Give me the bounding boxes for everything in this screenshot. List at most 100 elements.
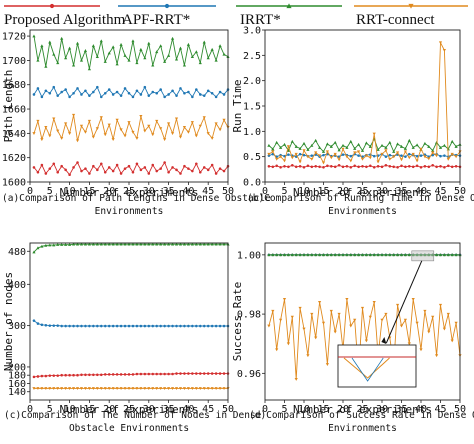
data-point xyxy=(123,387,127,391)
x-tick-label: 40 xyxy=(182,186,194,197)
data-point xyxy=(64,122,68,126)
data-point xyxy=(36,322,40,325)
data-point xyxy=(187,324,190,328)
data-point xyxy=(298,146,302,150)
data-point xyxy=(376,147,380,151)
data-point xyxy=(407,342,411,346)
data-point xyxy=(151,133,155,137)
data-point xyxy=(48,134,52,138)
data-point xyxy=(329,156,333,160)
data-point xyxy=(368,144,372,148)
data-point xyxy=(388,157,392,161)
data-point xyxy=(415,143,419,147)
data-point xyxy=(376,253,380,257)
data-point xyxy=(403,146,407,150)
data-point xyxy=(56,374,60,377)
data-point xyxy=(439,165,442,168)
data-point xyxy=(40,387,44,391)
data-point xyxy=(384,155,388,158)
data-point xyxy=(52,52,56,56)
data-point xyxy=(195,88,198,91)
data-point xyxy=(143,387,147,391)
data-point xyxy=(183,91,186,95)
data-point xyxy=(103,242,107,246)
data-point xyxy=(349,166,353,169)
x-tick-label: 5 xyxy=(281,186,287,197)
data-point xyxy=(131,324,135,328)
data-point xyxy=(187,90,190,94)
data-point xyxy=(446,157,450,161)
data-point xyxy=(306,253,310,257)
data-point xyxy=(171,372,174,376)
data-point xyxy=(36,58,40,62)
data-point xyxy=(419,348,423,352)
data-point xyxy=(442,143,446,147)
data-point xyxy=(170,132,175,135)
data-point xyxy=(372,154,376,158)
data-point xyxy=(36,87,40,90)
zoom-region xyxy=(411,250,435,262)
data-point xyxy=(52,374,56,377)
data-point xyxy=(302,253,306,257)
data-point xyxy=(178,46,183,50)
data-point xyxy=(318,145,322,149)
data-point xyxy=(454,155,458,159)
data-point xyxy=(396,253,400,257)
data-point xyxy=(271,165,275,169)
data-point xyxy=(84,324,87,328)
data-point xyxy=(131,242,135,246)
data-point xyxy=(88,324,91,328)
data-point xyxy=(139,242,143,246)
data-point xyxy=(40,44,44,48)
data-point xyxy=(100,162,103,166)
data-point xyxy=(68,373,71,377)
data-point xyxy=(202,94,206,97)
data-point xyxy=(282,253,287,257)
data-point xyxy=(275,164,278,168)
x-tick-label: 10 xyxy=(64,186,76,197)
data-point xyxy=(325,363,329,367)
data-point xyxy=(119,373,123,376)
data-point xyxy=(267,143,271,147)
data-point xyxy=(314,165,317,168)
data-point xyxy=(349,159,353,163)
data-point xyxy=(396,303,400,307)
series-line xyxy=(33,320,228,327)
data-point xyxy=(115,118,119,122)
data-point xyxy=(64,324,67,328)
data-point xyxy=(32,375,36,379)
x-tick-label: 20 xyxy=(337,404,349,415)
data-point xyxy=(159,242,163,246)
data-point xyxy=(210,372,214,375)
data-point xyxy=(95,127,99,131)
data-point xyxy=(306,354,310,358)
data-point xyxy=(279,253,283,257)
data-point xyxy=(147,94,151,97)
data-point xyxy=(103,133,107,137)
data-point xyxy=(282,142,287,146)
data-point xyxy=(64,373,67,377)
x-axis-label: Number of experiments xyxy=(293,186,432,199)
legend-label: RRT-connect xyxy=(356,12,435,28)
data-point xyxy=(91,135,95,139)
data-point xyxy=(271,309,275,313)
data-point xyxy=(195,372,198,375)
data-point xyxy=(151,324,155,328)
plot-area xyxy=(29,242,229,401)
data-point xyxy=(95,387,99,391)
data-point xyxy=(298,306,302,310)
x-tick-label: 0 xyxy=(262,404,268,415)
data-point xyxy=(388,253,392,257)
data-point xyxy=(155,242,159,246)
x-tick-label: 10 xyxy=(298,404,310,415)
data-point xyxy=(275,140,279,144)
data-point xyxy=(127,121,131,125)
data-point xyxy=(407,253,411,257)
data-point xyxy=(135,61,139,65)
data-point xyxy=(64,88,67,91)
data-point xyxy=(190,242,194,246)
chart-panel: 0 5 10 15 20 25 30 35 40 45 50 0.96 0.98 1.00 Number o… xyxy=(231,242,474,434)
data-point xyxy=(427,253,431,257)
data-point xyxy=(282,159,287,163)
x-tick-label: 5 xyxy=(47,186,53,197)
